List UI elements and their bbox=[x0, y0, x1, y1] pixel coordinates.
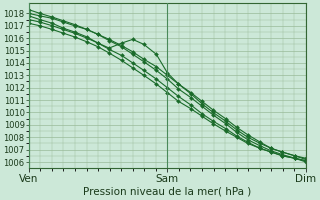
X-axis label: Pression niveau de la mer( hPa ): Pression niveau de la mer( hPa ) bbox=[83, 187, 252, 197]
